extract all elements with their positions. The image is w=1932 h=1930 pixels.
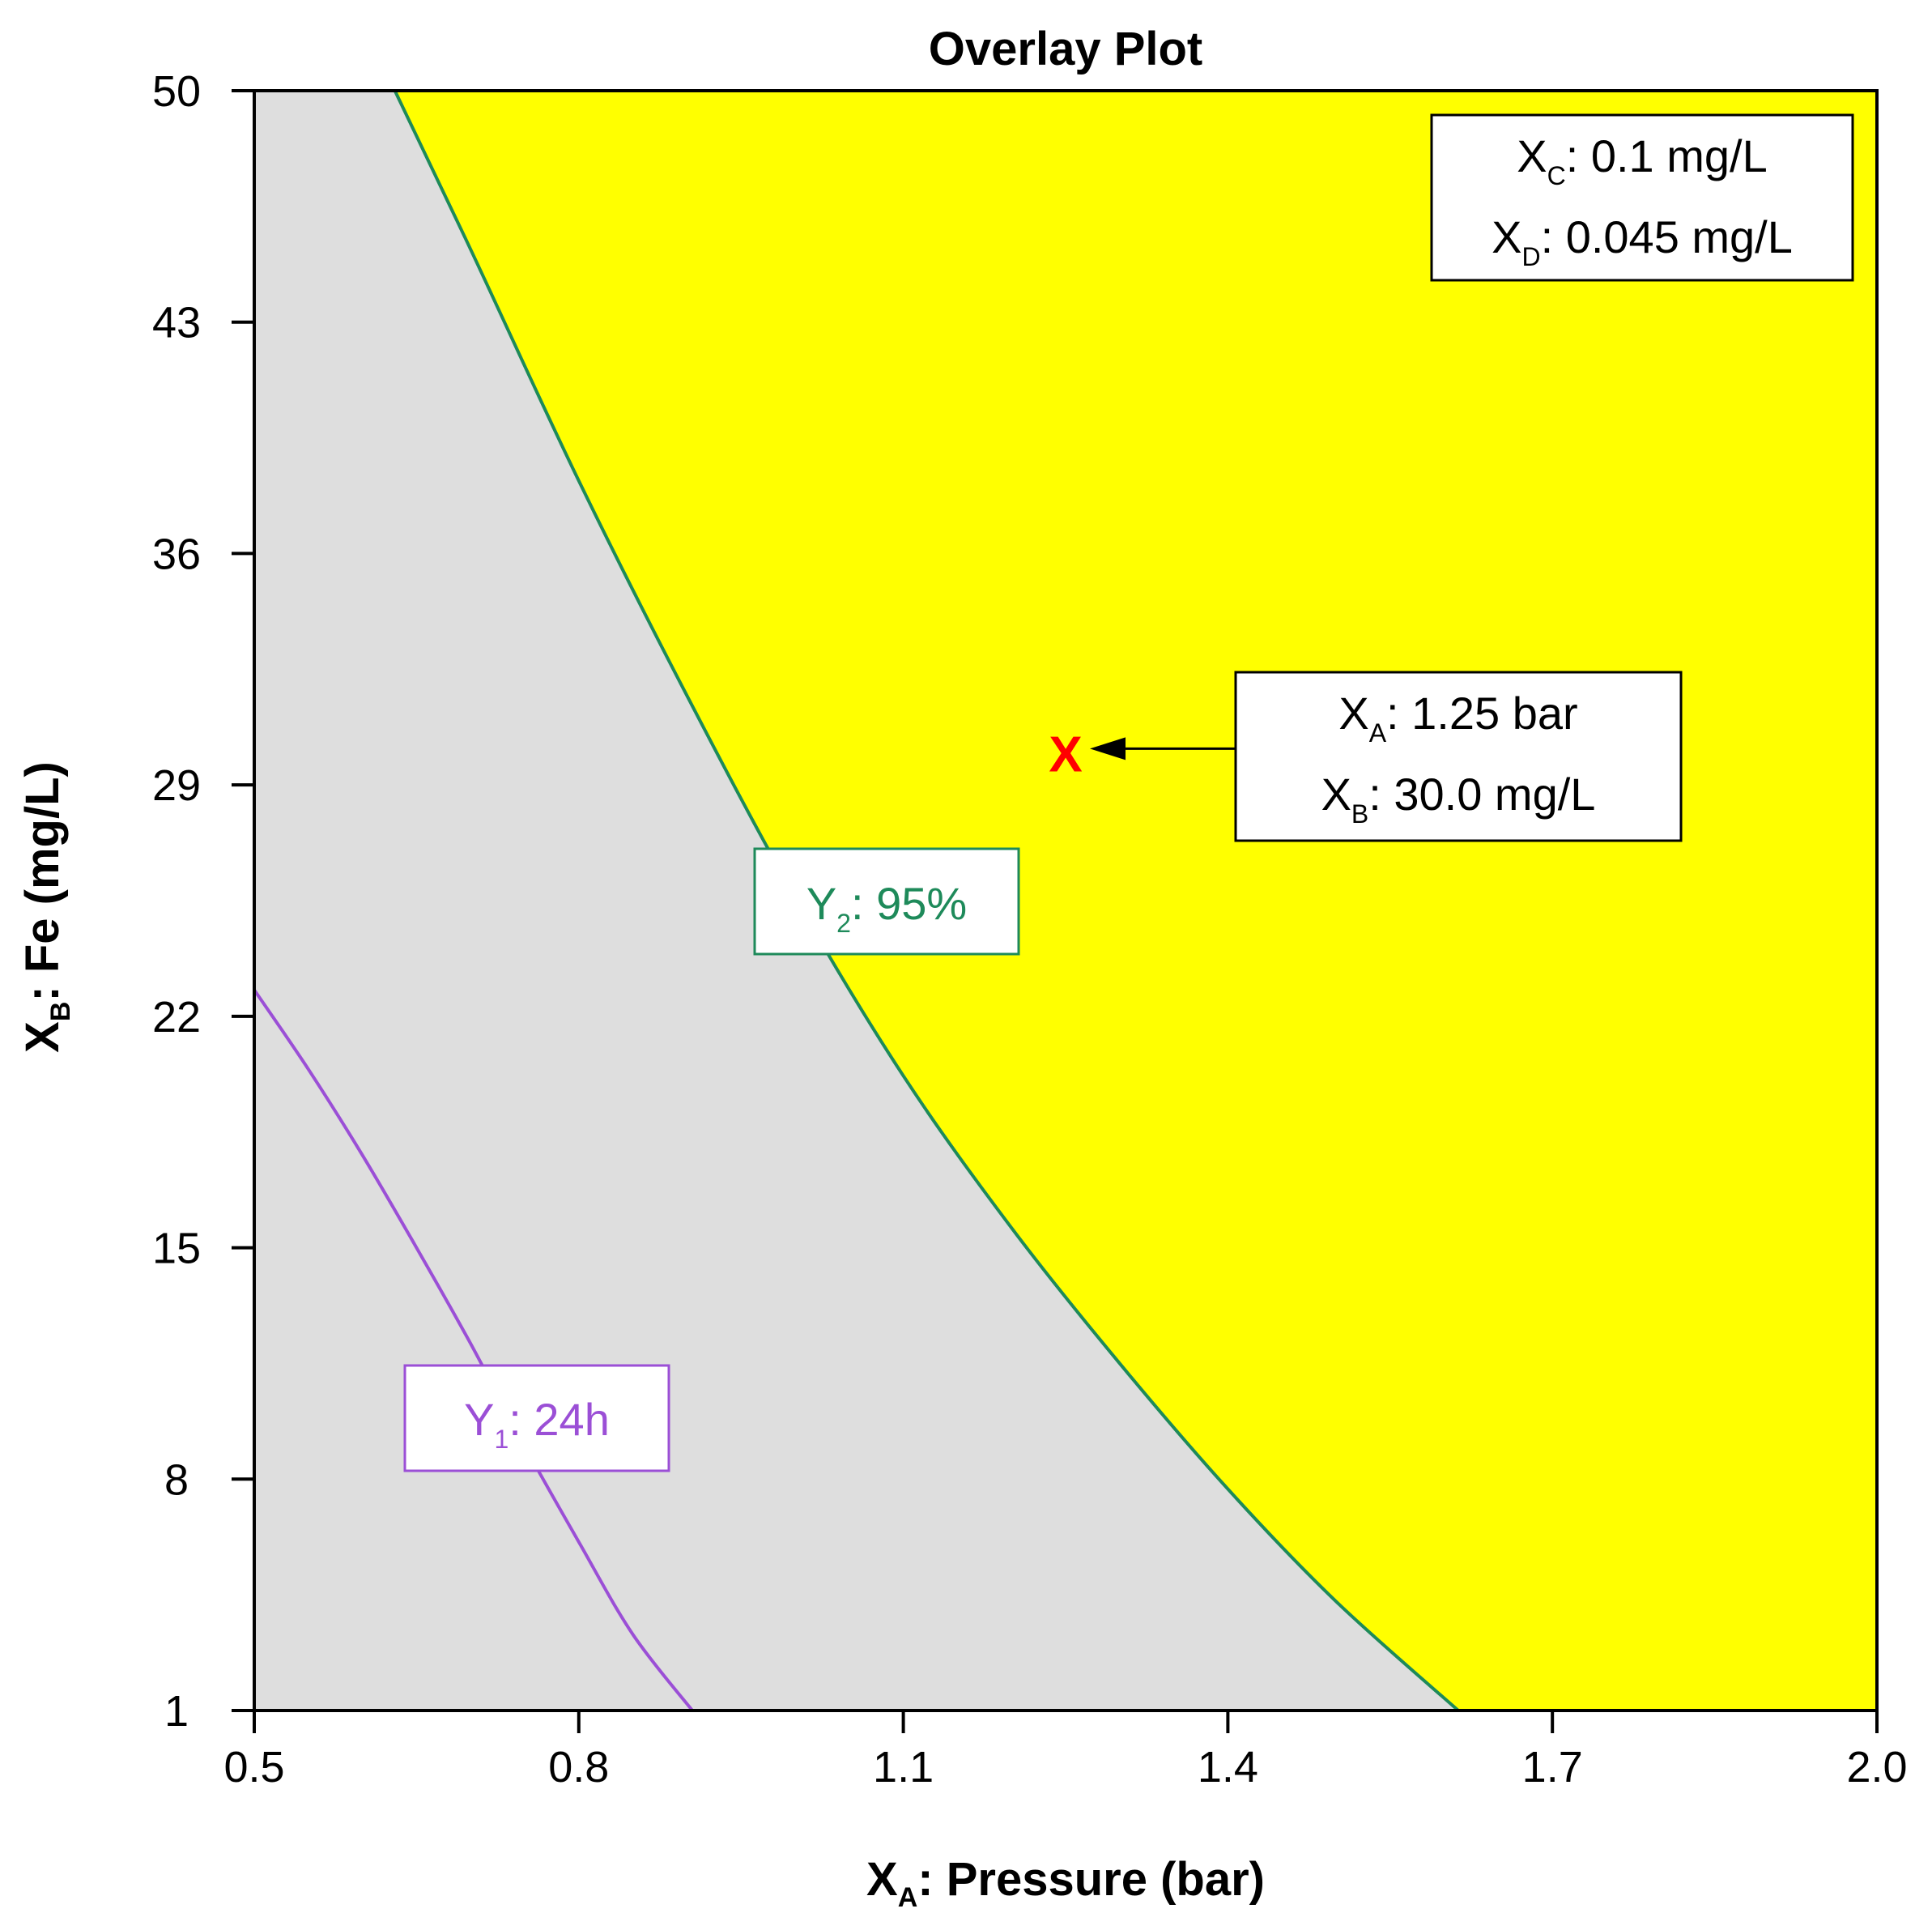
y-tick-label: 50 [152, 67, 201, 116]
y1-label: Y1: 24h [464, 1394, 610, 1454]
y-tick-label: 43 [152, 299, 201, 347]
y-axis-label: XB: Fe (mg/L) [16, 761, 76, 1053]
y2-label-box [753, 847, 1020, 956]
x-tick-label: 0.5 [223, 1743, 284, 1792]
constant-label: XC: 0.1 mg/L [1517, 130, 1768, 190]
pointer-arrow-head [1090, 737, 1126, 760]
y1-contour-line [253, 989, 694, 1712]
y-tick-label: 29 [152, 761, 201, 810]
optimum-point-marker: X [1049, 726, 1082, 782]
x-tick-label: 1.4 [1198, 1743, 1258, 1792]
y-tick-label: 22 [152, 993, 201, 1042]
plot-frame [253, 89, 1879, 1712]
x-tick-label: 1.7 [1522, 1743, 1583, 1792]
x-axis-label: XA: Pressure (bar) [866, 1853, 1265, 1913]
constant-label: XD: 0.045 mg/L [1492, 211, 1793, 271]
optimum-values-box [1234, 671, 1683, 842]
y-tick-label: 15 [152, 1225, 201, 1273]
x-tick-label: 2.0 [1846, 1743, 1907, 1792]
x-tick-label: 1.1 [873, 1743, 934, 1792]
constants-box [1430, 113, 1854, 282]
optimum-value-label: XB: 30.0 mg/L [1321, 769, 1596, 829]
annotations: Y2: 95% Y1: 24h XC: 0.1 mg/L XD: 0.045 mg/L… [403, 113, 1854, 1472]
y-tick-label: 36 [152, 530, 201, 578]
y2-label: Y2: 95% [806, 878, 967, 938]
y2-contour-line [393, 90, 1460, 1712]
chart-title: Overlay Plot [929, 23, 1202, 75]
optimum-value-label: XA: 1.25 bar [1338, 688, 1577, 748]
x-tick-label: 0.8 [548, 1743, 609, 1792]
y-tick-label: 1 [164, 1687, 189, 1736]
y1-label-box [403, 1364, 670, 1472]
feasible-region [394, 91, 1878, 1711]
y-tick-label: 8 [164, 1455, 189, 1504]
axis-ticks: 0.5 0.8 1.1 1.4 1.7 2.0 1 8 15 22 29 36 43 50 [152, 67, 1908, 1792]
